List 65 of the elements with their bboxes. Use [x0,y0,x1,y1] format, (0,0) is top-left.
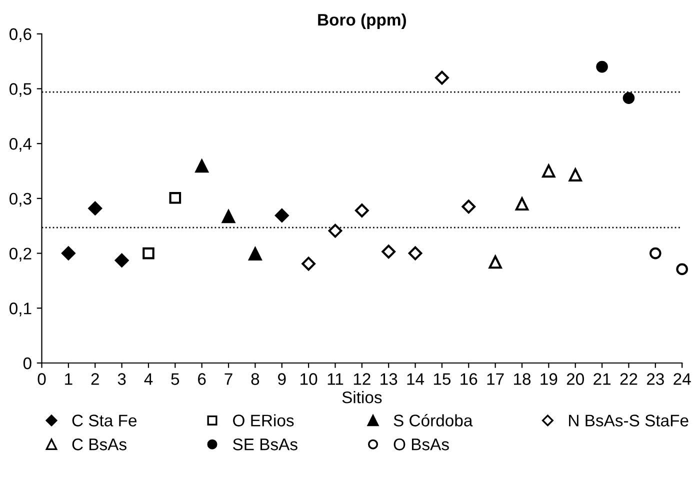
point [62,246,76,260]
x-tick-label: 6 [198,373,206,385]
point [302,256,316,271]
legend-label: O BsAs [394,438,449,450]
point [596,60,608,73]
point [568,168,582,182]
point [114,253,129,268]
x-tick-label: 4 [144,373,153,385]
x-tick-label: 13 [380,373,398,385]
y-tick-label: 0,4 [10,138,32,152]
x-tick-label: 22 [620,373,638,385]
point [274,208,289,222]
x-tick-label: 3 [118,373,126,385]
x-tick-label: 23 [646,373,664,385]
x-tick-label: 0 [38,373,46,385]
point [542,164,556,178]
point [222,210,236,224]
point [248,247,262,260]
x-tick-label: 19 [540,373,558,385]
x-tick-label: 8 [251,373,260,385]
point [169,192,182,204]
x-tick-label: 12 [354,373,370,385]
x-tick-label: 16 [460,373,478,385]
point [408,246,422,260]
point [354,204,369,218]
point [488,255,502,269]
x-tick-label: 9 [278,373,286,385]
legend-label: S Córdoba [394,414,473,426]
x-tick-label: 18 [514,373,531,385]
x-axis-title: Sitios [342,391,382,404]
y-tick-label: 0,1 [10,302,32,316]
x-tick-label: 1 [65,373,72,385]
y-tick-label: 0,3 [10,192,32,207]
x-tick-label: 5 [171,373,180,385]
point [435,70,449,85]
x-tick-label: 11 [328,373,344,385]
legend-label: N BsAs-S StaFe [569,414,688,426]
x-tick-label: 2 [91,373,99,385]
point [88,201,102,216]
x-tick-label: 10 [300,373,318,385]
x-tick-label: 17 [487,373,504,385]
y-tick-label: 0,5 [10,83,32,97]
point [142,247,154,260]
point [649,247,662,260]
y-tick-label: 0 [23,357,32,370]
point [195,159,208,173]
point [676,263,688,276]
x-tick-label: 20 [566,373,584,385]
point [328,224,342,238]
x-tick-label: 14 [407,373,424,385]
y-tick-label: 0,6 [10,28,32,42]
x-tick-label: 15 [434,373,451,385]
x-tick-label: 21 [594,373,610,385]
x-tick-label: 24 [674,373,691,385]
legend-label: C Sta Fe [72,414,137,426]
point [622,92,635,104]
legend-label: O ERios [233,414,294,426]
legend-label: SE BsAs [233,438,298,450]
y-tick-label: 0,2 [10,248,32,262]
point [382,244,396,259]
point [515,197,529,211]
chart-title: Boro (ppm) [318,13,406,30]
x-tick-label: 7 [224,373,232,385]
legend-label: C BsAs [72,438,126,450]
point [462,200,476,214]
